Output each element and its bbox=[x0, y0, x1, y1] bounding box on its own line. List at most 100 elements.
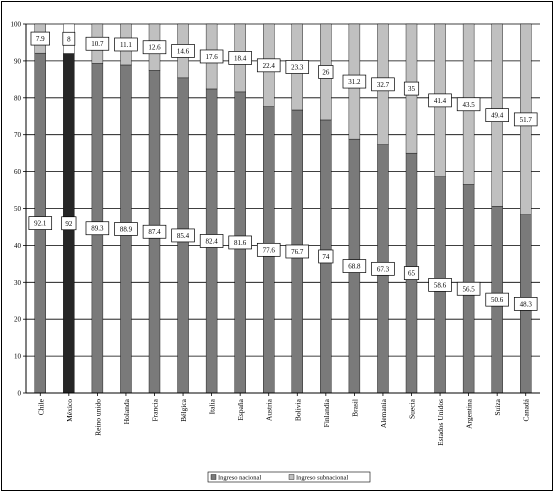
data-label-subnacional-10: 26 bbox=[322, 68, 330, 76]
data-label-subnacional-9-box bbox=[285, 60, 310, 74]
data-label-subnacional-4-box bbox=[142, 40, 167, 55]
y-tick-label-60: 60 bbox=[14, 168, 22, 176]
x-tick-label-8: Austria bbox=[265, 398, 274, 421]
data-label-nacional-17: 48.3 bbox=[520, 300, 533, 308]
data-label-subnacional-9: 23.3 bbox=[291, 63, 304, 71]
data-label-nacional-8-box bbox=[256, 242, 281, 257]
x-tick-label-5: Bélgica bbox=[179, 398, 188, 422]
data-label-nacional-4-box bbox=[142, 224, 167, 239]
data-label-subnacional-0: 7.9 bbox=[36, 35, 45, 43]
y-tick-label-40: 40 bbox=[14, 242, 22, 250]
data-label-subnacional-12-box bbox=[371, 77, 395, 92]
data-label-nacional-17-box bbox=[513, 297, 538, 311]
data-label-nacional-0-box bbox=[28, 216, 53, 230]
data-label-subnacional-15-box bbox=[456, 97, 481, 112]
y-tick-label-70: 70 bbox=[14, 131, 22, 139]
y-tick-label-50: 50 bbox=[14, 205, 22, 213]
data-label-nacional-11: 68.8 bbox=[348, 263, 361, 271]
x-tick-label-7: España bbox=[236, 398, 245, 420]
data-label-nacional-9: 76.7 bbox=[291, 248, 304, 256]
x-tick-label-13: Suecia bbox=[408, 398, 417, 419]
data-label-subnacional-5: 14.6 bbox=[177, 47, 190, 55]
data-label-subnacional-1: 8 bbox=[67, 35, 71, 43]
legend: Ingreso nacional Ingreso subnacional bbox=[207, 471, 371, 483]
data-label-nacional-6-box bbox=[199, 234, 224, 248]
data-label-nacional-12-box bbox=[371, 261, 395, 276]
data-label-nacional-11-box bbox=[342, 259, 367, 273]
x-tick-label-12: Alemania bbox=[379, 398, 388, 428]
y-tick-label-100: 100 bbox=[11, 21, 22, 29]
data-label-nacional-15: 56.5 bbox=[462, 285, 475, 293]
data-label-nacional-2-box bbox=[85, 221, 110, 236]
y-tick-label-0: 0 bbox=[18, 390, 22, 398]
legend-label-0: Ingreso nacional bbox=[218, 475, 261, 482]
data-label-nacional-10-box bbox=[318, 249, 334, 264]
data-label-nacional-1-box bbox=[61, 216, 77, 231]
x-tick-label-14: Estados Unidos bbox=[436, 399, 445, 446]
y-tick-label-10: 10 bbox=[14, 353, 22, 361]
data-label-subnacional-14: 41.4 bbox=[434, 97, 447, 105]
y-tick-label-90: 90 bbox=[14, 57, 22, 65]
y-tick-label-30: 30 bbox=[14, 279, 22, 287]
data-label-subnacional-12: 32.7 bbox=[377, 81, 390, 89]
x-tick-label-6: Italia bbox=[208, 398, 217, 414]
legend-label-1: Ingreso subnacional bbox=[296, 475, 348, 482]
data-label-subnacional-2: 10.7 bbox=[91, 40, 104, 48]
data-label-subnacional-10-box bbox=[318, 65, 334, 79]
data-label-nacional-10: 74 bbox=[322, 253, 330, 261]
data-label-nacional-12: 67.3 bbox=[377, 265, 390, 273]
data-label-subnacional-4: 12.6 bbox=[148, 44, 161, 52]
gridlines bbox=[26, 23, 540, 394]
data-label-nacional-1: 92 bbox=[65, 220, 73, 228]
x-tick-label-9: Bolivia bbox=[293, 398, 302, 421]
data-label-nacional-3: 88.9 bbox=[120, 225, 133, 233]
data-label-nacional-5-box bbox=[171, 228, 195, 243]
x-tick-label-0: Chile bbox=[36, 398, 45, 415]
data-label-subnacional-6: 17.6 bbox=[205, 53, 218, 61]
data-label-nacional-3-box bbox=[114, 222, 138, 236]
data-label-nacional-15-box bbox=[456, 281, 481, 296]
data-label-subnacional-1-box bbox=[62, 31, 76, 46]
data-label-subnacional-8-box bbox=[256, 58, 281, 73]
data-label-nacional-13: 65 bbox=[408, 270, 416, 278]
data-label-subnacional-16-box bbox=[485, 108, 509, 122]
data-label-subnacional-16: 49.4 bbox=[491, 112, 504, 120]
data-label-nacional-14-box bbox=[428, 278, 452, 292]
data-label-subnacional-5-box bbox=[171, 44, 195, 58]
data-label-nacional-7-box bbox=[228, 235, 252, 250]
x-tick-label-3: Holanda bbox=[122, 398, 131, 424]
x-tick-label-10: Finlandia bbox=[322, 398, 331, 427]
data-label-nacional-16-box bbox=[485, 292, 509, 307]
x-tick-label-15: Argentina bbox=[465, 398, 474, 429]
data-label-subnacional-13: 35 bbox=[408, 85, 416, 93]
data-label-nacional-0: 92.1 bbox=[34, 220, 47, 228]
y-tick-label-80: 80 bbox=[14, 94, 22, 102]
y-tick-label-20: 20 bbox=[14, 316, 22, 324]
data-label-subnacional-2-box bbox=[85, 36, 110, 51]
data-label-subnacional-14-box bbox=[428, 93, 452, 108]
x-tick-label-11: Brasil bbox=[350, 399, 359, 417]
x-tick-label-4: Francia bbox=[151, 398, 160, 421]
data-label-nacional-7: 81.6 bbox=[234, 239, 247, 247]
legend-swatch-1 bbox=[288, 474, 295, 480]
data-label-subnacional-17-box bbox=[513, 112, 538, 127]
data-label-subnacional-11-box bbox=[342, 74, 367, 89]
data-label-subnacional-7: 18.4 bbox=[234, 54, 247, 62]
axes: 0 10 20 30 40 50 60 70 80 90 100 Chile México Reino u… bbox=[11, 21, 540, 446]
data-label-nacional-6: 82.4 bbox=[205, 237, 218, 245]
data-label-subnacional-11: 31.2 bbox=[348, 78, 361, 86]
data-label-subnacional-15: 43.5 bbox=[462, 101, 475, 109]
x-tick-label-2: Reino unido bbox=[93, 399, 102, 436]
data-label-subnacional-6-box bbox=[199, 49, 224, 64]
data-label-nacional-13-box bbox=[403, 266, 420, 280]
data-labels: 92.1 7.9 92 8 89.3 10.7 88.9 11.1 87.4 12.6 85.4 14… bbox=[28, 31, 538, 311]
data-label-nacional-5: 85.4 bbox=[177, 232, 190, 240]
data-label-nacional-8: 77.6 bbox=[263, 246, 276, 254]
data-label-subnacional-17: 51.7 bbox=[520, 116, 533, 124]
x-tick-label-17: Canadá bbox=[522, 398, 531, 421]
data-label-nacional-9-box bbox=[285, 244, 310, 259]
x-tick-label-16: Suiza bbox=[493, 398, 502, 415]
data-label-nacional-2: 89.3 bbox=[91, 225, 104, 233]
x-tick-label-1: México bbox=[65, 399, 74, 422]
